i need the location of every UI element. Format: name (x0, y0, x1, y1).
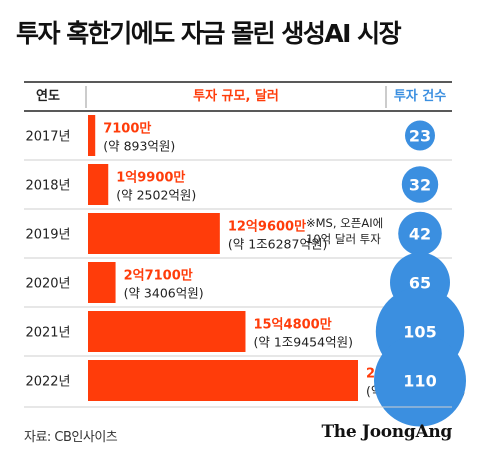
bar (88, 311, 246, 352)
won-label: (약 893억원) (103, 139, 175, 154)
chart-note-line-1: ※MS, 오픈AI에 (306, 216, 383, 230)
year-label: 2018년 (25, 179, 70, 194)
deal-count-bubble (405, 120, 435, 151)
value-label: 2억7100만 (124, 268, 193, 284)
brand-logo: The JoongAng (321, 422, 452, 442)
deal-count-label: 23 (409, 127, 431, 146)
year-header: 연도 (36, 89, 60, 104)
deal-count-label: 110 (403, 372, 436, 391)
year-label: 2019년 (25, 228, 70, 243)
bar (88, 360, 358, 401)
chart-note-line-2: 10억 달러 투자 (306, 232, 381, 246)
deal-count-bubbles: 23 32 42 65 105 110 (374, 120, 466, 427)
deal-count-bubble (401, 166, 439, 203)
amount-header: 투자 규모, 달러 (193, 88, 279, 104)
deal-count-bubble (398, 211, 442, 256)
won-label: (약 3406억원) (124, 286, 204, 301)
value-label: 7100만 (103, 121, 151, 137)
won-label: (약 1조9454억원) (253, 335, 352, 350)
count-header: 투자 건수 (394, 88, 446, 104)
year-label: 2022년 (25, 375, 70, 390)
value-label: 1억9900만 (116, 170, 185, 186)
deal-count-label: 32 (409, 176, 431, 195)
bar (88, 115, 96, 156)
value-label: 15억4800만 (253, 317, 331, 333)
value-label: 12억9600만 (228, 219, 306, 235)
chart-title: 투자 혹한기에도 자금 몰린 생성AI 시장 (16, 19, 402, 48)
year-label: 2020년 (25, 277, 70, 292)
year-label: 2017년 (25, 130, 70, 145)
deal-count-label: 42 (409, 225, 431, 244)
deal-count-label: 65 (409, 274, 431, 293)
year-label: 2021년 (25, 326, 70, 341)
bar (88, 213, 220, 254)
chart-rows: 2017년 7100만 (약 893억원) 2018년 1억9900만 (약 2502억원… (24, 115, 466, 401)
won-label: (약 2502억원) (116, 188, 196, 203)
bar (88, 164, 109, 205)
deal-count-bubble (374, 334, 466, 427)
deal-count-label: 105 (403, 323, 436, 342)
bar (88, 262, 116, 303)
source-note: 자료: CB인사이츠 (24, 430, 118, 445)
won-label: (약 1조6287억원) (228, 237, 327, 252)
